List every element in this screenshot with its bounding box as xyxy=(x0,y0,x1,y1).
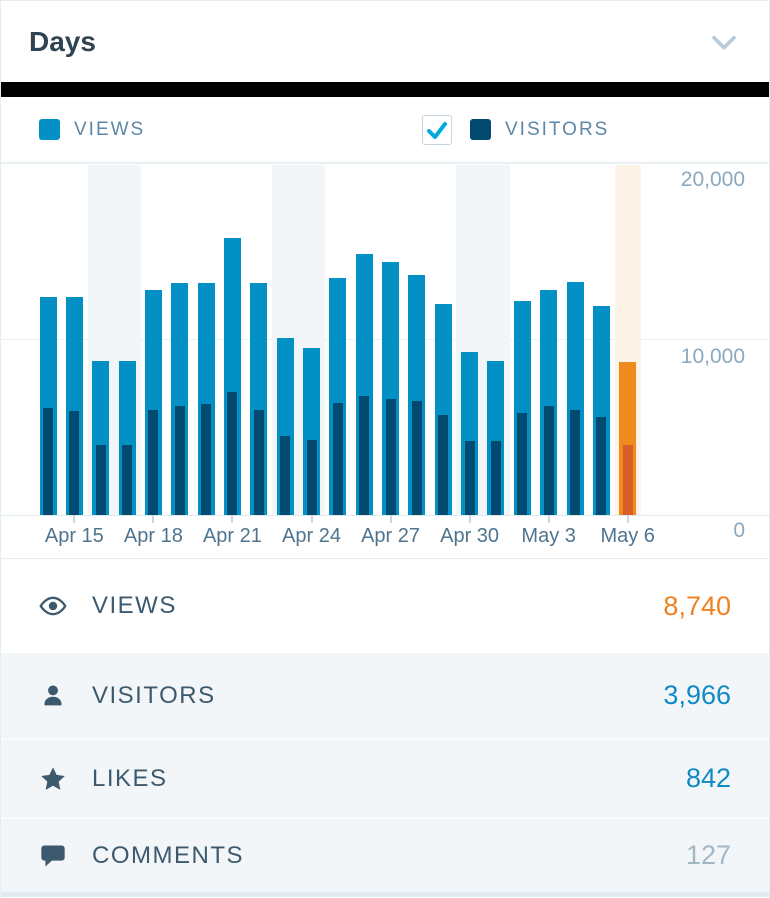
x-tick-mark xyxy=(626,515,629,523)
summary-list: VIEWS 8,740 VISITORS 3,966 LIKES 842 COM… xyxy=(1,558,769,897)
y-tick-20000: 20,000 xyxy=(680,168,745,191)
star-icon xyxy=(41,766,65,790)
y-tick-10000: 10,000 xyxy=(680,345,745,368)
visitors-bar[interactable] xyxy=(122,444,133,515)
legend-views: VIEWS xyxy=(39,119,145,141)
summary-row-views[interactable]: VIEWS 8,740 xyxy=(1,559,769,653)
y-tick-0: 0 xyxy=(733,519,745,542)
views-visitors-chart: 20,000 10,000 0 Apr 15 Apr 18 Apr 21 Apr 24… xyxy=(1,163,770,558)
visitors-checkbox[interactable] xyxy=(422,114,452,145)
visitors-bar[interactable] xyxy=(543,406,554,515)
summary-label: VIEWS xyxy=(92,592,177,619)
visitors-bar[interactable] xyxy=(148,409,159,515)
x-tick-label: May 3 xyxy=(521,525,576,547)
x-tick-label: Apr 21 xyxy=(202,525,262,547)
visitors-bar[interactable] xyxy=(464,441,475,515)
visitors-bar[interactable] xyxy=(438,414,449,515)
x-axis-line xyxy=(1,515,770,516)
summary-value: 3,966 xyxy=(663,680,731,710)
visitors-bar[interactable] xyxy=(43,407,53,515)
visitors-bar[interactable] xyxy=(174,406,185,515)
person-icon xyxy=(44,685,62,705)
summary-label: COMMENTS xyxy=(92,841,244,869)
legend-visitors: VISITORS xyxy=(422,114,610,145)
chevron-down-icon[interactable] xyxy=(707,25,741,59)
visitors-bar[interactable] xyxy=(280,436,291,515)
visitors-bar[interactable] xyxy=(253,409,264,515)
summary-row-comments[interactable]: COMMENTS 127 xyxy=(1,817,769,892)
visitors-bar[interactable] xyxy=(95,444,106,515)
visitors-swatch xyxy=(470,119,491,140)
visitors-bar[interactable] xyxy=(596,416,607,515)
checkmark-icon xyxy=(427,121,447,139)
x-tick-label: Apr 15 xyxy=(44,525,104,547)
summary-row-likes[interactable]: LIKES 842 xyxy=(1,738,769,817)
visitors-bar[interactable] xyxy=(227,392,238,515)
visitors-bar[interactable] xyxy=(570,409,580,515)
plot-area xyxy=(1,164,770,516)
x-tick-mark xyxy=(231,515,234,523)
summary-value: 127 xyxy=(685,840,731,870)
views-swatch xyxy=(39,119,60,140)
x-tick-mark xyxy=(310,515,313,523)
x-tick-label: May 6 xyxy=(600,525,655,547)
visitors-bar[interactable] xyxy=(490,441,501,515)
x-tick-mark xyxy=(468,515,471,523)
visitors-bar[interactable] xyxy=(622,445,633,515)
x-tick-mark xyxy=(547,515,550,523)
legend-views-label: VIEWS xyxy=(74,118,146,140)
summary-row-visitors[interactable]: VISITORS 3,966 xyxy=(1,653,769,738)
period-selector[interactable]: Days xyxy=(1,0,769,82)
visitors-bar[interactable] xyxy=(306,439,317,515)
masthead-bar xyxy=(1,82,769,97)
x-tick-label: Apr 18 xyxy=(123,525,183,547)
legend-visitors-label: VISITORS xyxy=(505,118,610,140)
footer-strip xyxy=(1,892,769,897)
visitors-bar[interactable] xyxy=(201,404,212,515)
visitors-bar[interactable] xyxy=(385,399,396,515)
x-tick-mark xyxy=(152,515,155,523)
x-tick-label: Apr 27 xyxy=(361,525,421,547)
comment-icon xyxy=(41,845,65,866)
x-tick-mark xyxy=(389,515,392,523)
visitors-bar[interactable] xyxy=(332,402,343,515)
period-title: Days xyxy=(29,25,96,57)
chart-legend: VIEWS VISITORS xyxy=(1,97,769,163)
x-tick-label: Apr 30 xyxy=(440,525,500,547)
eye-icon xyxy=(39,596,67,616)
summary-label: LIKES xyxy=(92,764,168,792)
summary-value: 8,740 xyxy=(663,590,731,621)
visitors-bar[interactable] xyxy=(359,395,370,515)
summary-label: VISITORS xyxy=(92,681,216,709)
summary-value: 842 xyxy=(685,763,731,793)
visitors-bar[interactable] xyxy=(411,400,422,515)
x-tick-label: Apr 24 xyxy=(282,525,341,547)
visitors-bar[interactable] xyxy=(517,413,528,515)
visitors-bar[interactable] xyxy=(69,411,80,515)
x-tick-mark xyxy=(73,515,76,523)
